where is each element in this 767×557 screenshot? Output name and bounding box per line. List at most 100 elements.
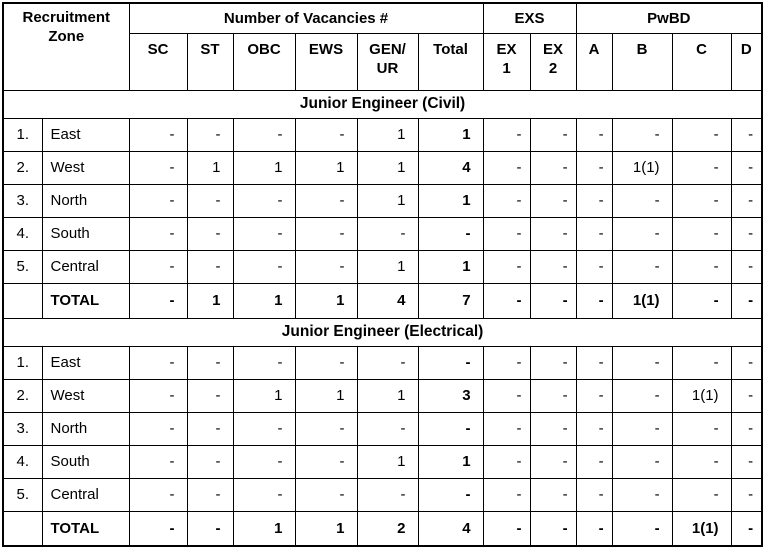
serial-number: 3. — [2, 183, 43, 218]
value-cell: - — [529, 117, 577, 152]
section-title: Junior Engineer (Electrical) — [2, 317, 763, 347]
value-cell: - — [529, 282, 577, 319]
value-cell: - — [232, 411, 296, 446]
value-cell: - — [730, 510, 763, 547]
column-header-gen-ur: GEN/ UR — [356, 32, 419, 91]
value-cell: - — [128, 378, 188, 413]
value-cell: 1 — [417, 249, 484, 284]
value-cell: 1(1) — [671, 510, 732, 547]
value-cell: - — [730, 117, 763, 152]
value-cell: - — [575, 216, 613, 251]
value-cell: - — [294, 477, 358, 512]
column-header-total: Total — [417, 32, 484, 91]
value-cell: - — [529, 345, 577, 380]
zone-name: Central — [41, 249, 130, 284]
value-cell: - — [730, 150, 763, 185]
value-cell: - — [671, 117, 732, 152]
value-cell: - — [575, 444, 613, 479]
value-cell: 1 — [356, 378, 419, 413]
serial-number: 3. — [2, 411, 43, 446]
value-cell: 4 — [417, 150, 484, 185]
value-cell: 1 — [232, 282, 296, 319]
value-cell: - — [482, 282, 531, 319]
value-cell: - — [482, 444, 531, 479]
value-cell: - — [232, 345, 296, 380]
value-cell: - — [611, 117, 673, 152]
value-cell: - — [128, 216, 188, 251]
serial-number — [2, 510, 43, 547]
value-cell: - — [294, 345, 358, 380]
value-cell: - — [575, 249, 613, 284]
value-cell: 1 — [294, 150, 358, 185]
total-row: TOTAL -1 1 1 4 7- - -1(1) - - — [2, 282, 763, 319]
value-cell: 1 — [356, 150, 419, 185]
total-row: TOTAL - -1 1 2 4- - - -1(1) - — [2, 510, 763, 547]
value-cell: 1 — [356, 249, 419, 284]
section-row-junior-engineer-electrical: Junior Engineer (Electrical) — [2, 317, 763, 347]
value-cell: - — [232, 249, 296, 284]
value-cell: - — [294, 117, 358, 152]
value-cell: - — [482, 378, 531, 413]
value-cell: - — [294, 249, 358, 284]
table-row: 5. Central - - - -1 1- - - - - - — [2, 249, 763, 284]
value-cell: 4 — [417, 510, 484, 547]
value-cell: - — [482, 345, 531, 380]
zone-name: North — [41, 183, 130, 218]
column-header-a: A — [575, 32, 613, 91]
value-cell: - — [611, 477, 673, 512]
value-cell: - — [730, 345, 763, 380]
value-cell: - — [128, 345, 188, 380]
column-header-ews: EWS — [294, 32, 358, 91]
value-cell: - — [575, 477, 613, 512]
table-row: 5. Central - - - - - - - - - - - - — [2, 477, 763, 512]
value-cell: - — [529, 510, 577, 547]
section-title: Junior Engineer (Civil) — [2, 89, 763, 119]
zone-name: West — [41, 378, 130, 413]
value-cell: - — [575, 345, 613, 380]
value-cell: - — [529, 183, 577, 218]
value-cell: - — [186, 378, 234, 413]
table-row: 3. North - - - - - - - - - - - - — [2, 411, 763, 446]
column-header-ex-1: EX 1 — [482, 32, 531, 91]
value-cell: - — [575, 378, 613, 413]
value-cell: - — [611, 444, 673, 479]
column-header-obc: OBC — [232, 32, 296, 91]
value-cell: - — [611, 510, 673, 547]
value-cell: - — [294, 216, 358, 251]
value-cell: - — [482, 477, 531, 512]
zone-name: South — [41, 444, 130, 479]
value-cell: 1 — [294, 282, 358, 319]
value-cell: - — [294, 444, 358, 479]
value-cell: 2 — [356, 510, 419, 547]
value-cell: 3 — [417, 378, 484, 413]
table-row: 2. West - -1 1 1 3- - - -1(1) - — [2, 378, 763, 413]
value-cell: - — [417, 345, 484, 380]
value-cell: - — [482, 411, 531, 446]
table-row: 2. West -1 1 1 1 4- - -1(1) - - — [2, 150, 763, 185]
value-cell: 1 — [417, 183, 484, 218]
value-cell: 1 — [294, 510, 358, 547]
column-header-st: ST — [186, 32, 234, 91]
column-header-ex-2: EX 2 — [529, 32, 577, 91]
value-cell: - — [611, 216, 673, 251]
value-cell: - — [128, 183, 188, 218]
value-cell: - — [417, 216, 484, 251]
value-cell: - — [529, 249, 577, 284]
value-cell: 1 — [232, 510, 296, 547]
table-row: 4. South - - - - - - - - - - - - — [2, 216, 763, 251]
table-row: 3. North - - - -1 1- - - - - - — [2, 183, 763, 218]
value-cell: - — [232, 216, 296, 251]
value-cell: - — [575, 117, 613, 152]
value-cell: - — [611, 183, 673, 218]
value-cell: - — [128, 249, 188, 284]
serial-number: 5. — [2, 249, 43, 284]
zone-name: West — [41, 150, 130, 185]
value-cell: - — [611, 411, 673, 446]
table-row: 1. East - - - -1 1- - - - - - — [2, 117, 763, 152]
value-cell: 7 — [417, 282, 484, 319]
value-cell: - — [186, 345, 234, 380]
value-cell: 1 — [294, 378, 358, 413]
value-cell: 1 — [186, 282, 234, 319]
value-cell: - — [529, 150, 577, 185]
